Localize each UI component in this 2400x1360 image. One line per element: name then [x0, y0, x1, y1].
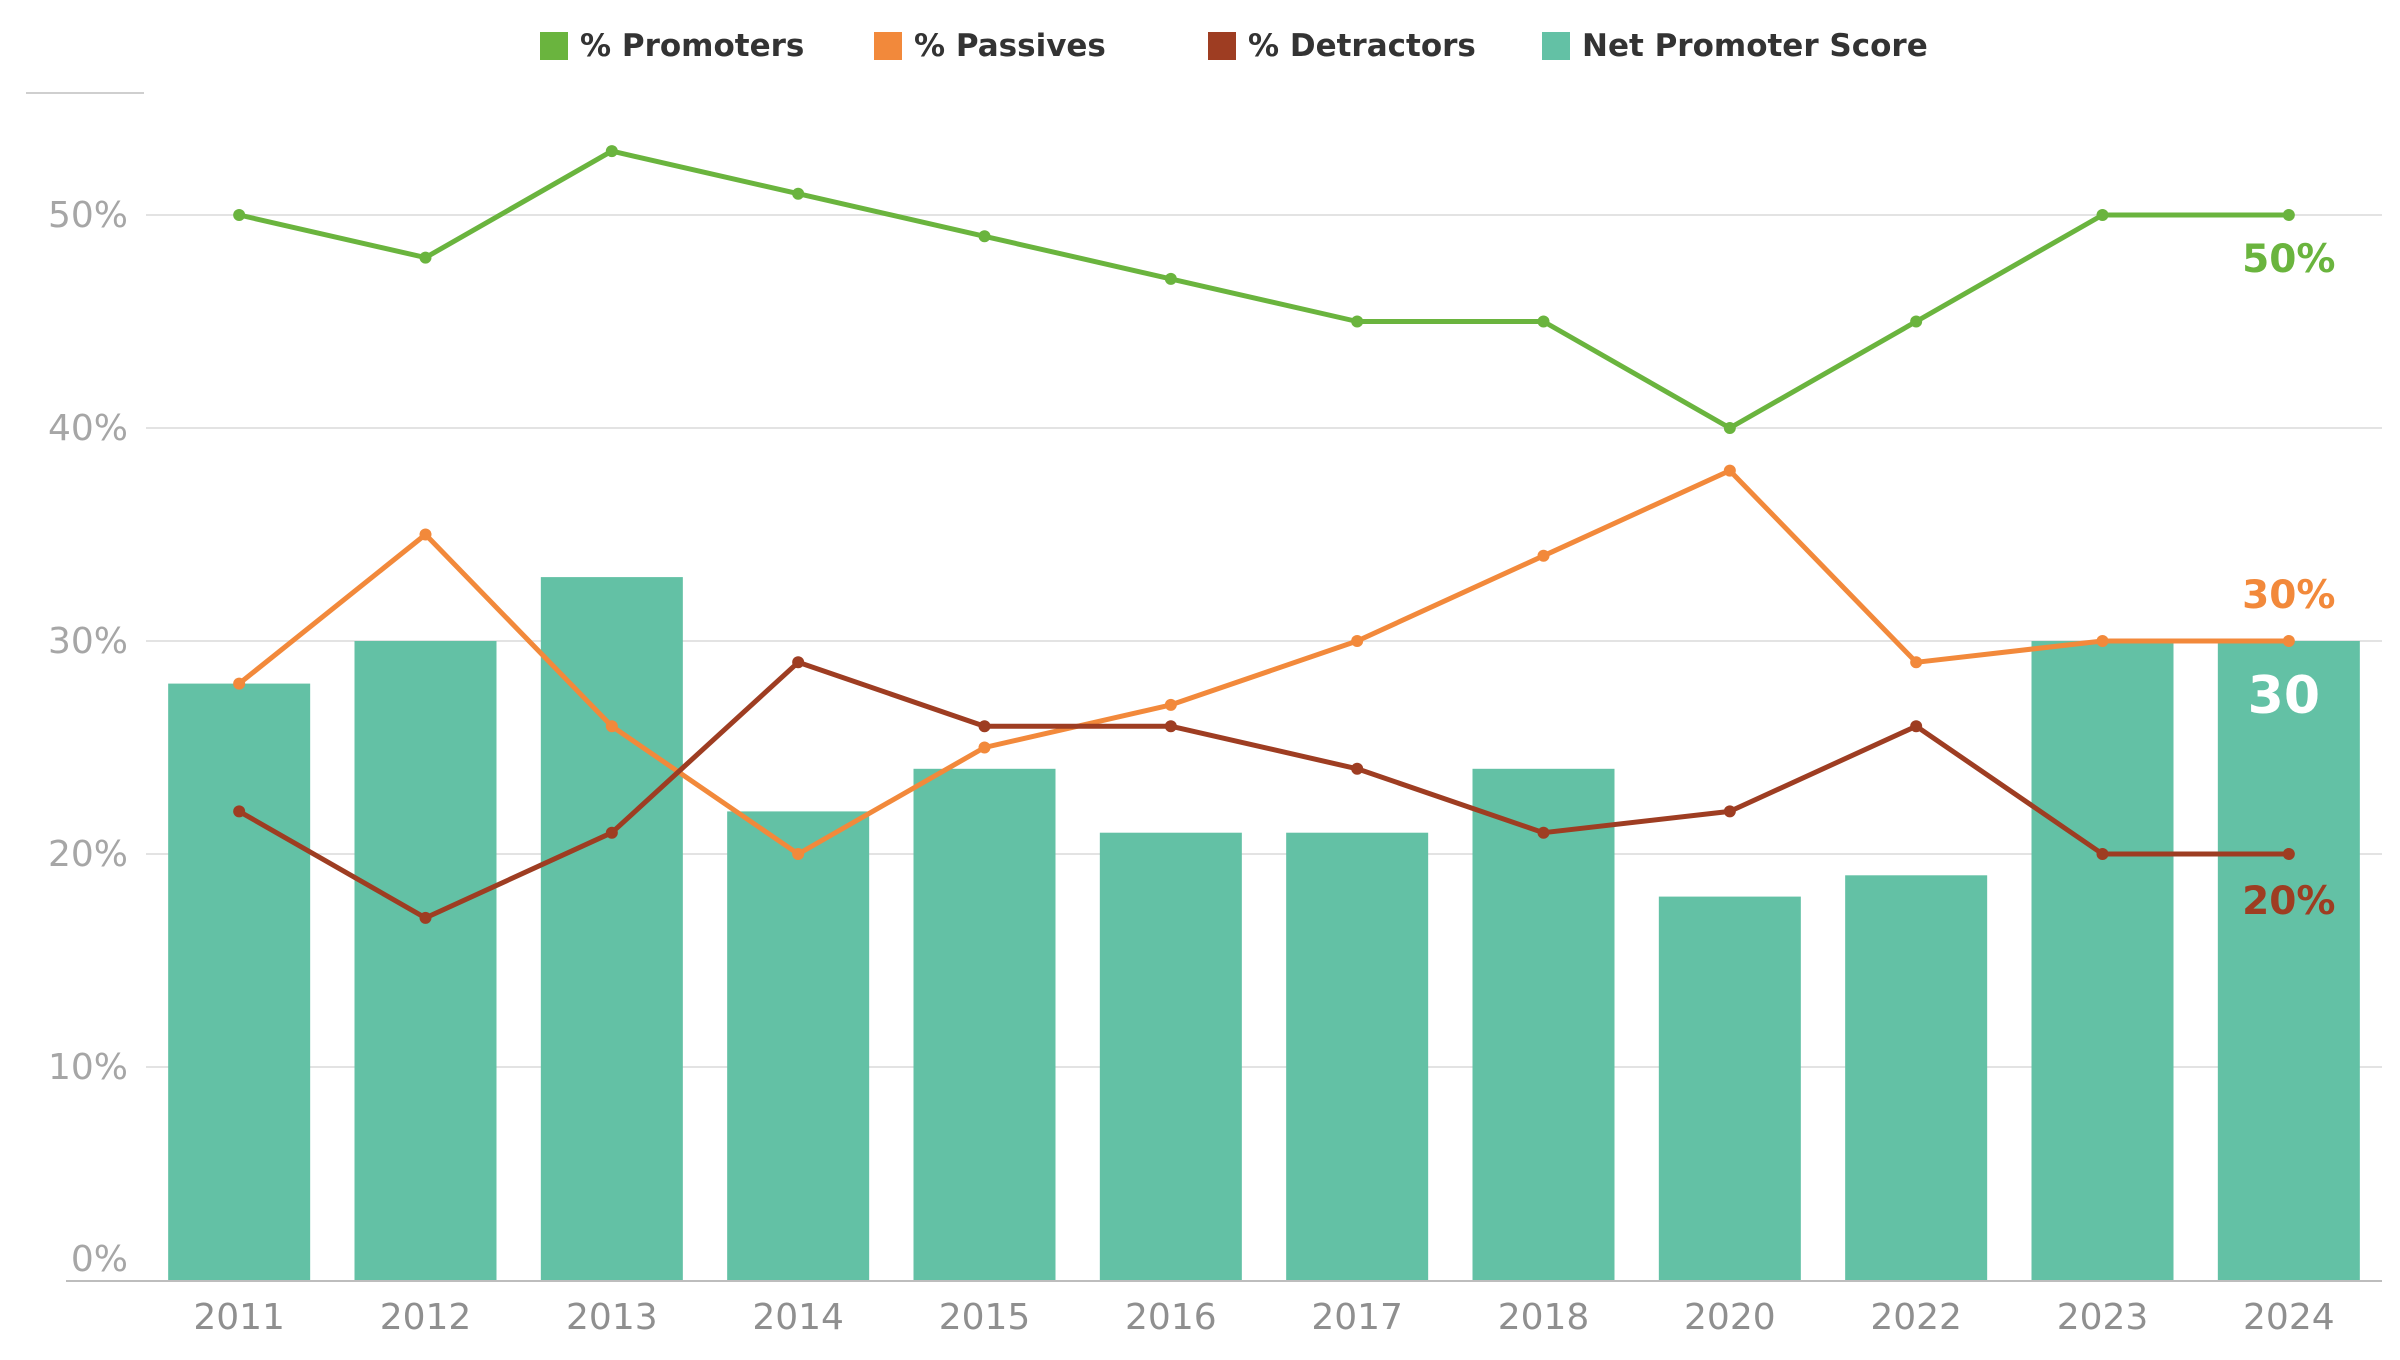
passives-point	[1351, 635, 1364, 647]
x-tick-label: 2020	[1684, 1297, 1776, 1338]
x-tick-label: 2017	[1311, 1297, 1403, 1338]
nps-bar	[2217, 641, 2360, 1280]
legend-label-detractors: % Detractors	[1248, 28, 1476, 64]
y-tick-label: 40%	[48, 408, 128, 449]
x-tick-label: 2016	[1125, 1297, 1217, 1338]
passives-point	[1164, 698, 1177, 711]
passives-point	[1723, 464, 1736, 477]
y-tick-label: 50%	[48, 195, 128, 236]
promoters-point	[605, 145, 618, 158]
detractors-point	[419, 911, 432, 924]
legend-item-detractors[interactable]: % Detractors	[1208, 24, 1476, 68]
x-tick-label: 2013	[566, 1297, 658, 1338]
promoters-point	[978, 230, 991, 243]
x-tick-label: 2011	[193, 1297, 285, 1338]
passives-point	[1910, 656, 1923, 669]
passives-point	[2096, 635, 2109, 647]
nps-bar	[354, 641, 497, 1280]
legend-item-passives[interactable]: % Passives	[874, 24, 1106, 68]
y-tick-label: 20%	[48, 834, 128, 875]
detractors-point	[233, 805, 246, 818]
promoters-point	[2096, 209, 2109, 221]
passives-line	[237, 468, 2289, 857]
detractors-swatch-icon	[1208, 32, 1236, 60]
detractors-point	[2096, 848, 2109, 860]
detractors-point	[1351, 762, 1364, 775]
promoters-point	[792, 187, 805, 200]
detractors-point	[2282, 848, 2295, 860]
x-tick-label: 2022	[1870, 1297, 1962, 1338]
x-tick-label: 2023	[2057, 1297, 2149, 1338]
x-tick-label: 2018	[1498, 1297, 1590, 1338]
promoters-point	[1351, 315, 1364, 328]
legend-item-promoters[interactable]: % Promoters	[540, 24, 804, 68]
passives-end-label: 30%	[2242, 573, 2335, 618]
legend-label-promoters: % Promoters	[580, 28, 805, 64]
y-tick-label: 10%	[48, 1047, 128, 1088]
detractors-point	[1537, 826, 1550, 839]
nps-end-label: 30	[2248, 666, 2320, 726]
nps-bar	[2031, 641, 2174, 1280]
nps-bar	[168, 683, 311, 1280]
promoters-point	[1537, 315, 1550, 328]
passives-point	[233, 677, 246, 690]
nps-bar	[913, 768, 1056, 1280]
promoters-point	[1723, 422, 1736, 434]
promoters-point	[1910, 315, 1923, 328]
y-tick-label: 30%	[48, 621, 128, 662]
passives-swatch-icon	[874, 32, 902, 60]
nps-bar	[1658, 896, 1801, 1280]
promoters-point	[419, 251, 432, 264]
x-tick-label: 2012	[380, 1297, 472, 1338]
x-tick-label: 2015	[939, 1297, 1031, 1338]
legend-label-passives: % Passives	[914, 28, 1106, 64]
nps-bar	[1845, 875, 1988, 1280]
detractors-point	[792, 656, 805, 669]
legend-label-nps: Net Promoter Score	[1582, 28, 1928, 64]
y-tick-label: 0%	[71, 1239, 128, 1280]
promoters-point	[233, 209, 246, 221]
promoters-point	[1164, 272, 1177, 285]
detractors-end-label: 20%	[2242, 879, 2335, 924]
nps-swatch-icon	[1542, 32, 1570, 60]
passives-point	[605, 720, 618, 733]
legend-item-nps[interactable]: Net Promoter Score	[1542, 24, 1928, 68]
x-tick-label: 2014	[752, 1297, 844, 1338]
passives-point	[792, 848, 805, 860]
detractors-point	[1164, 720, 1177, 733]
nps-bar	[1286, 832, 1429, 1280]
detractors-point	[605, 826, 618, 839]
passives-point	[1537, 549, 1550, 562]
nps-bar	[540, 577, 683, 1280]
detractors-point	[978, 720, 991, 733]
passives-point	[2282, 635, 2295, 647]
detractors-point	[1910, 720, 1923, 733]
nps-bar	[727, 811, 870, 1280]
legend: % Promoters % Passives % Detractors Net …	[0, 24, 2400, 68]
promoters-line	[238, 148, 2289, 431]
promoters-point	[2282, 209, 2295, 221]
nps-bar	[1472, 768, 1615, 1280]
passives-point	[978, 741, 991, 754]
promoters-end-label: 50%	[2242, 237, 2335, 282]
nps-bar	[1099, 832, 1242, 1280]
x-tick-label: 2024	[2243, 1297, 2335, 1338]
promoters-swatch-icon	[540, 32, 568, 60]
detractors-point	[1723, 805, 1736, 818]
passives-point	[419, 528, 432, 541]
detractors-line	[237, 659, 2289, 921]
